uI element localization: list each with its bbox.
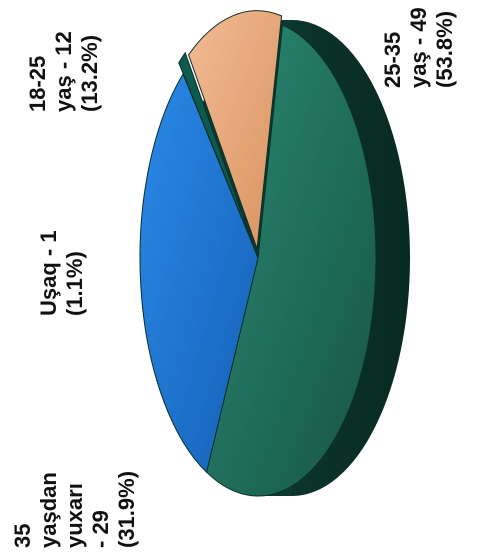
data-label-line: - 29 (88, 510, 113, 548)
data-label-line: 35 (10, 524, 35, 548)
data-label-line: (13.2%) (77, 35, 102, 112)
data-label-line: Uşaq - 1 (36, 230, 61, 316)
data-label-line: yaşdan (36, 472, 61, 548)
data-label-25-35: 25-35 yaş - 49 (53.8%) (380, 7, 457, 88)
slice-usaq (178, 51, 255, 247)
data-label-line: (31.9%) (114, 471, 139, 548)
data-label-line: 25-35 (380, 32, 405, 88)
slice-18-25 (188, 10, 283, 249)
data-label-35-plus: 35 yaşdan yuxarı - 29 (31.9%) (10, 471, 139, 548)
data-label-line: (53.8%) (432, 11, 457, 88)
slice-25-35 (206, 24, 377, 497)
slice-35-plus (139, 73, 259, 474)
data-label-18-25: 18-25 yaş - 12 (13.2%) (25, 31, 102, 112)
data-label-line: yaş - 49 (406, 7, 431, 88)
data-label-line: yuxarı (62, 483, 87, 548)
data-label-usaq: Uşaq - 1 (1.1%) (36, 230, 87, 316)
data-label-line: 18-25 (25, 56, 50, 112)
data-label-line: yaş - 12 (51, 31, 76, 112)
pie-labels: 25-35 yaş - 49 (53.8%) 35 yaşdan yuxarı - 29 (3… (10, 7, 457, 548)
pie-slices (139, 10, 377, 497)
data-label-line: (1.1%) (62, 251, 87, 316)
